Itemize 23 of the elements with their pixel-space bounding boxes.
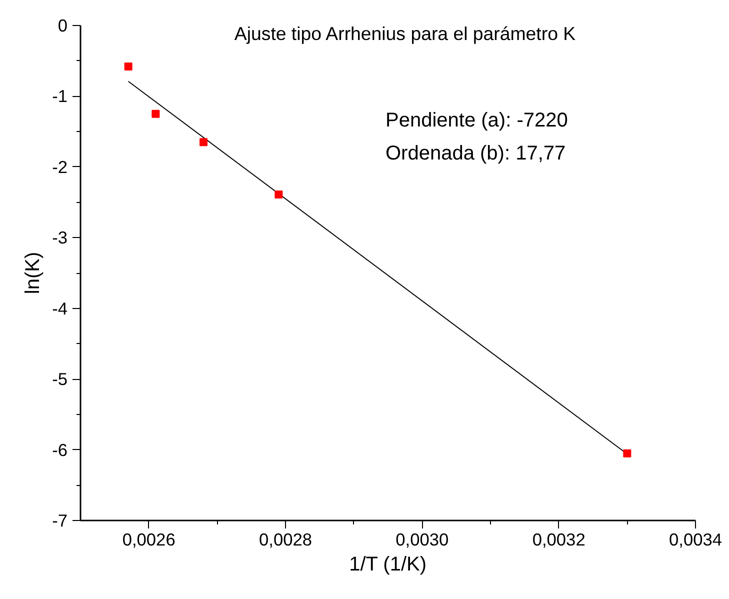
x-tick-label: 0,0034 <box>669 530 722 550</box>
annotation: Pendiente (a): -7220 <box>386 110 568 132</box>
y-tick-label: 0 <box>58 16 68 36</box>
y-tick-label: -4 <box>52 298 68 318</box>
y-tick-label: -1 <box>52 86 68 106</box>
point <box>152 110 160 118</box>
y-tick-label: -3 <box>52 228 68 248</box>
chart-title: Ajuste tipo Arrhenius para el parámetro K <box>234 23 576 44</box>
x-tick-label: 0,0032 <box>532 530 586 550</box>
y-axis-title: ln(K) <box>22 252 44 294</box>
point <box>200 138 208 146</box>
y-tick-label: -5 <box>52 369 68 390</box>
point <box>274 190 283 199</box>
y-tick-label: -2 <box>52 156 68 177</box>
x-axis-title: 1/T (1/K) <box>349 554 427 576</box>
x-tick-label: 0,0028 <box>259 530 312 550</box>
x-tick-label: 0,0026 <box>122 530 176 550</box>
x-tick-label: 0,0030 <box>396 530 449 550</box>
annotation: Ordenada (b): 17,77 <box>386 142 566 164</box>
point <box>623 449 632 458</box>
y-tick-label: -7 <box>52 510 68 530</box>
point <box>124 62 132 71</box>
y-tick-label: -6 <box>52 440 68 460</box>
